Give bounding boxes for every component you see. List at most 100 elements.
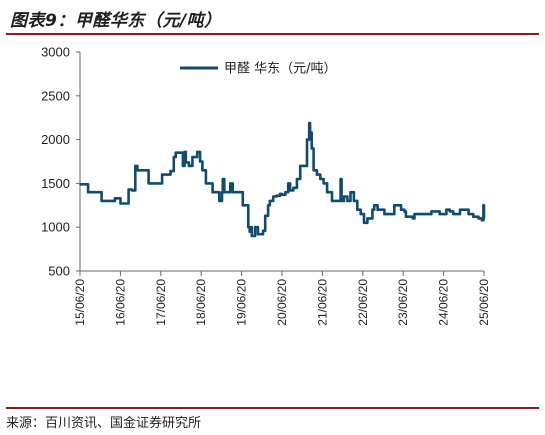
data-point [459, 208, 461, 211]
data-point [339, 178, 342, 180]
data-point [229, 182, 232, 185]
data-point [338, 200, 340, 202]
data-point [363, 222, 365, 224]
data-point [346, 200, 349, 202]
data-point [289, 189, 291, 192]
data-point [403, 210, 406, 213]
data-point [380, 208, 382, 211]
price-line-chart: 500 1000 1500 2000 2500 3000 15/06/20 16/06/20… [41, 45, 491, 326]
x-tick-label: 17/06/20 [154, 279, 168, 326]
data-point [310, 147, 313, 150]
data-point [251, 235, 253, 237]
data-point [359, 213, 362, 215]
data-point [201, 169, 204, 172]
y-tick-label: 2000 [41, 132, 70, 147]
data-point [254, 226, 256, 228]
chart-axes [79, 52, 484, 272]
data-point [223, 191, 226, 193]
data-point [306, 138, 308, 141]
data-point [438, 213, 441, 215]
data-point [182, 165, 184, 167]
data-point [110, 200, 113, 202]
series-line [80, 121, 486, 238]
data-point [420, 213, 423, 215]
data-point [299, 165, 302, 167]
data-point [482, 204, 485, 207]
data-point [366, 217, 369, 220]
data-point [396, 204, 399, 207]
data-point [312, 169, 315, 172]
x-tick-label: 23/06/20 [396, 279, 410, 326]
data-point [373, 204, 376, 207]
data-point [390, 213, 392, 215]
data-point [231, 191, 234, 193]
data-point [129, 188, 132, 191]
data-point [188, 165, 190, 167]
data-point [308, 122, 311, 124]
x-tick-label: 24/06/20 [437, 279, 451, 326]
data-point [287, 182, 290, 185]
data-point [262, 229, 264, 232]
data-point [210, 182, 212, 185]
data-point [131, 189, 133, 192]
x-tick-label: 20/06/20 [275, 279, 289, 326]
data-point [247, 226, 250, 228]
data-point [281, 194, 283, 196]
data-point [264, 215, 267, 217]
chart-legend: 甲醛 华东（元/吨） [180, 61, 337, 77]
data-point [267, 204, 269, 207]
series-group [79, 121, 486, 238]
data-point [205, 182, 207, 185]
data-point [400, 208, 402, 211]
data-point [412, 217, 414, 220]
data-point [356, 208, 359, 211]
data-point [136, 169, 139, 172]
data-point [292, 187, 295, 189]
data-point [221, 191, 223, 193]
source-note: 来源：百川资讯、国金证券研究所 [6, 416, 202, 431]
data-point [83, 183, 86, 186]
data-point [211, 191, 214, 193]
data-point [161, 173, 163, 176]
data-point [157, 182, 160, 185]
x-tick-label: 15/06/20 [73, 279, 87, 326]
data-point [173, 156, 175, 158]
legend-label: 甲醛 华东（元/吨） [224, 61, 337, 77]
data-point [472, 215, 475, 218]
data-point [242, 204, 244, 207]
y-tick-label: 1500 [41, 176, 70, 191]
y-tick-label: 1000 [41, 220, 70, 235]
data-point [196, 151, 198, 153]
data-point [413, 213, 416, 215]
data-point [371, 208, 374, 211]
data-point [114, 197, 116, 200]
data-point [240, 191, 242, 193]
data-point [452, 213, 455, 215]
data-point [309, 131, 311, 134]
data-point [144, 169, 147, 172]
data-point [279, 193, 281, 195]
data-point [174, 151, 177, 154]
data-point [147, 182, 150, 185]
data-point [185, 161, 187, 164]
data-point [79, 183, 81, 186]
data-point [383, 213, 386, 215]
data-point [442, 213, 445, 215]
data-point [302, 165, 305, 167]
x-tick-label: 22/06/20 [356, 279, 370, 326]
data-point [269, 200, 271, 202]
data-point [483, 217, 485, 220]
data-point [249, 226, 252, 228]
data-point [134, 165, 137, 167]
data-point [343, 195, 345, 198]
x-tick-label: 19/06/20 [235, 279, 249, 326]
data-point [87, 191, 89, 193]
data-point [445, 208, 448, 211]
data-point [326, 191, 328, 193]
data-point [284, 191, 287, 193]
data-point [349, 191, 352, 193]
data-point [340, 200, 343, 202]
data-point [169, 170, 172, 172]
y-tick-label: 500 [48, 264, 70, 279]
data-point [127, 188, 130, 191]
